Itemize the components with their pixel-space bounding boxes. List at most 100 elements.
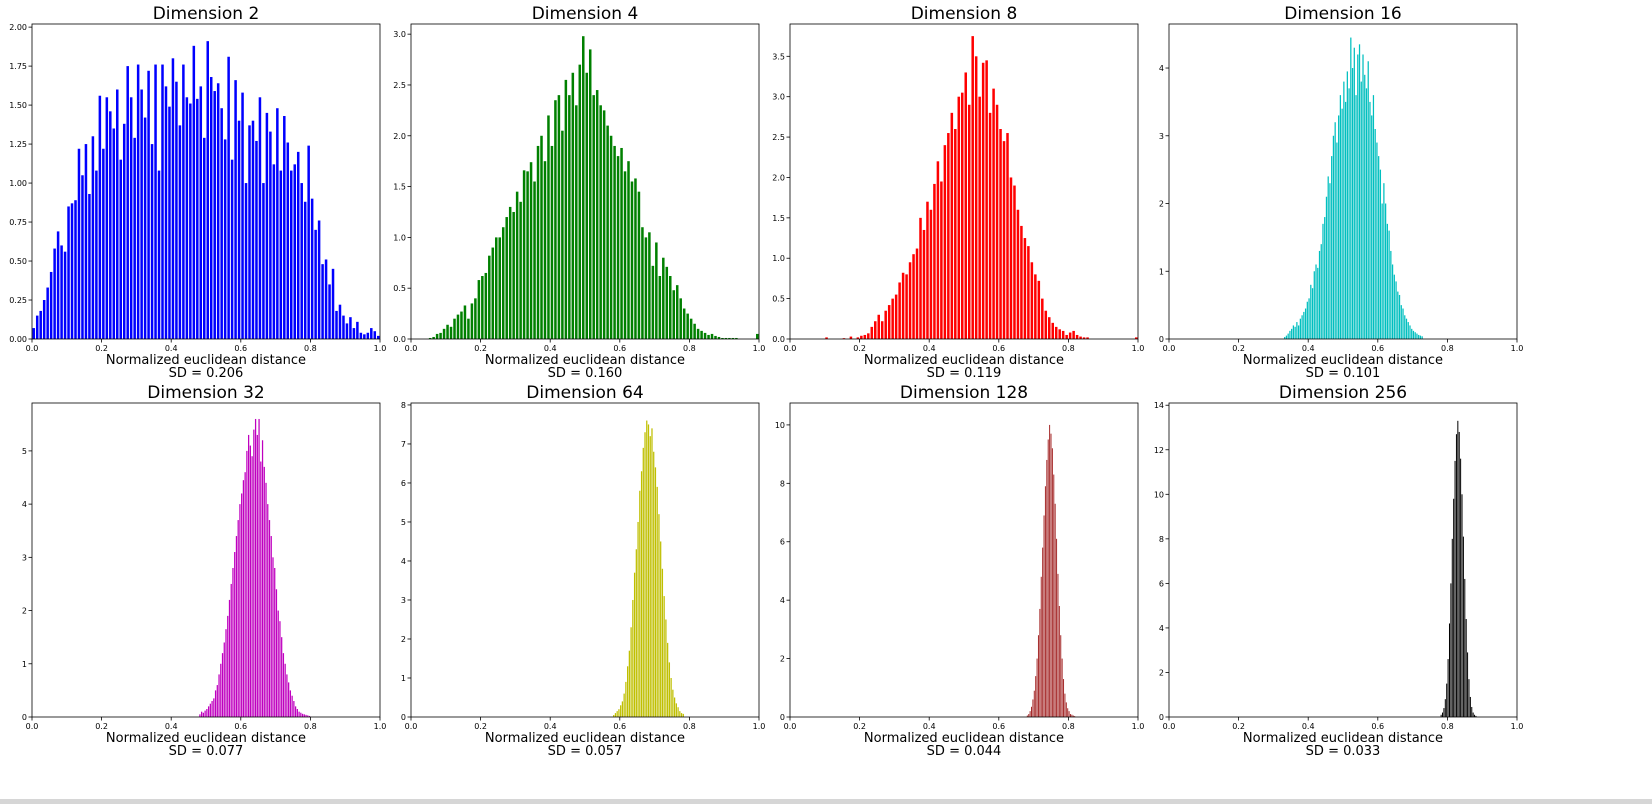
bar (1040, 576, 1042, 717)
bar (703, 332, 707, 339)
y-tick-label: 1.5 (772, 214, 785, 223)
bar (249, 445, 251, 717)
bar (628, 650, 630, 717)
bar (1065, 702, 1067, 717)
bar (1364, 74, 1366, 339)
bar (1383, 183, 1385, 339)
bar (227, 615, 229, 717)
y-tick-label: 0.0 (772, 335, 785, 344)
bar (680, 713, 683, 717)
bar (446, 324, 449, 339)
x-tick-label: 0.4 (923, 344, 936, 353)
x-tick-label: 0.0 (405, 722, 418, 731)
bar (293, 164, 296, 339)
y-tick-label: 2.0 (772, 173, 785, 182)
bar (251, 120, 255, 340)
bar (646, 420, 648, 717)
bar (241, 92, 244, 339)
bar (63, 251, 67, 339)
bar (488, 255, 491, 339)
x-tick-label: 0.8 (304, 344, 317, 353)
bar (505, 217, 508, 339)
bar (992, 88, 995, 340)
bar (1047, 439, 1049, 717)
bar (310, 198, 314, 339)
bar (296, 709, 298, 717)
y-tick-label: 0.50 (9, 257, 27, 266)
y-tick-label: 6 (1159, 579, 1164, 588)
bar (140, 89, 143, 339)
bar (632, 599, 634, 717)
bar (623, 693, 625, 717)
bar (675, 285, 679, 339)
bar (1294, 326, 1296, 339)
bar (262, 183, 265, 339)
bar (561, 130, 564, 339)
x-tick-label: 1.0 (374, 722, 387, 731)
bar (349, 317, 352, 339)
bar (884, 310, 887, 339)
bar (303, 714, 305, 717)
bar (1060, 635, 1062, 717)
y-tick-label: 1.25 (9, 140, 27, 149)
bar (947, 133, 950, 339)
x-axis-label: Normalized euclidean distance (485, 731, 685, 746)
bar (578, 64, 582, 340)
bar (950, 112, 954, 339)
bar (435, 333, 439, 339)
bar (91, 136, 95, 339)
bar (495, 237, 498, 339)
bar (898, 282, 901, 339)
bar (1453, 498, 1455, 717)
bar (961, 92, 964, 340)
bar (234, 552, 236, 717)
sd-annotation: SD = 0.101 (1306, 366, 1381, 381)
bar (1292, 325, 1295, 339)
y-tick-label: 4 (780, 596, 785, 605)
bar (216, 83, 220, 339)
bar (602, 110, 606, 340)
y-tick-label: 2 (401, 635, 406, 644)
bar (1448, 623, 1450, 717)
axes-frame (410, 23, 760, 340)
bar (456, 314, 460, 339)
bar (60, 245, 63, 339)
bar (32, 328, 35, 339)
bar (936, 161, 940, 339)
bar (867, 333, 870, 339)
bar (1304, 308, 1307, 339)
bar (1058, 329, 1061, 339)
bar (178, 125, 182, 339)
y-tick-label: 12 (1154, 446, 1164, 455)
chart-panel: 0.0 0.2 0.4 0.6 0.8 1.0 0 1 2 3 4 5 6 7 8 Dimension 64 N… (401, 383, 765, 759)
y-tick-label: 5 (401, 518, 406, 527)
bar (281, 637, 283, 717)
y-tick-label: 6 (780, 538, 785, 547)
x-tick-label: 0.6 (613, 722, 626, 731)
chart-panel: 0.0 0.2 0.4 0.6 0.8 1.0 0 2 4 6 8 10 Dimension 128 No… (775, 383, 1145, 759)
chart-title: Dimension 64 (526, 383, 643, 403)
bar (1058, 606, 1060, 717)
bar (673, 697, 676, 717)
bar (244, 472, 246, 717)
bar (655, 242, 658, 339)
bar (1341, 108, 1343, 340)
x-tick-label: 1.0 (1511, 722, 1524, 731)
bar (185, 97, 189, 339)
bar (1051, 448, 1053, 717)
y-tick-label: 2.5 (772, 133, 785, 142)
bar (568, 95, 571, 339)
bar (651, 428, 653, 717)
y-tick-label: 3 (401, 596, 406, 605)
x-tick-label: 0.4 (544, 344, 557, 353)
bar (642, 447, 644, 717)
bar (1033, 690, 1035, 717)
x-tick-label: 0.2 (1232, 344, 1245, 353)
y-tick-label: 1.00 (9, 179, 27, 188)
bar (1419, 335, 1422, 339)
bar (168, 106, 171, 340)
bar (39, 310, 42, 339)
bar (588, 49, 592, 340)
bar (613, 715, 615, 717)
bar-series (1440, 420, 1477, 717)
